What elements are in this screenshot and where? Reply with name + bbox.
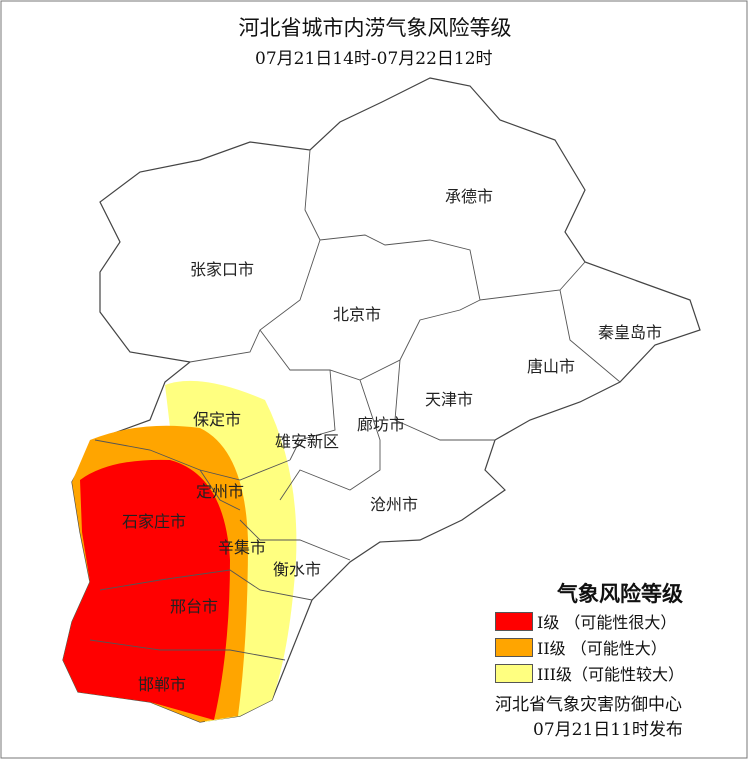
legend-item-level1: I级 （可能性很大）: [495, 608, 745, 634]
city-label-qinhuangdao: 秦皇岛市: [598, 323, 662, 342]
risk-zone-level1: [63, 459, 230, 720]
city-label-chengde: 承德市: [445, 187, 493, 206]
city-label-baoding: 保定市: [193, 410, 241, 429]
legend-label: II级 （可能性大）: [537, 639, 667, 658]
map-title: 河北省城市内涝气象风险等级: [238, 16, 512, 40]
city-label-hengshui: 衡水市: [273, 560, 321, 579]
city-label-shijiazhuang: 石家庄市: [122, 512, 186, 531]
legend-item-level2: II级 （可能性大）: [495, 634, 745, 660]
city-label-tangshan: 唐山市: [527, 357, 575, 376]
city-label-xinji: 辛集市: [218, 538, 266, 557]
city-borders: [89, 149, 621, 661]
legend-swatch: [495, 637, 533, 657]
city-label-tianjin: 天津市: [425, 390, 473, 409]
issue-time: 07月21日11时发布: [533, 720, 683, 740]
legend: 气象风险等级 I级 （可能性很大） II级 （可能性大） III级（可能性较大）…: [495, 578, 745, 740]
legend-label: III级（可能性较大）: [537, 665, 684, 684]
city-label-handan: 邯郸市: [138, 675, 186, 694]
legend-item-level3: III级（可能性较大）: [495, 660, 745, 686]
legend-swatch: [495, 611, 533, 631]
map-subtitle: 07月21日14时-07月22日12时: [255, 49, 493, 69]
city-label-langfang: 廊坊市: [357, 415, 405, 434]
city-label-beijing: 北京市: [333, 305, 381, 324]
legend-label: I级 （可能性很大）: [537, 613, 677, 632]
legend-swatch: [495, 663, 533, 683]
city-label-xingtai: 邢台市: [170, 597, 218, 616]
city-label-dingzhou: 定州市: [196, 482, 244, 501]
city-label-cangzhou: 沧州市: [370, 495, 418, 514]
legend-title: 气象风险等级: [557, 582, 683, 606]
city-label-zhangjiakou: 张家口市: [190, 260, 254, 279]
issuer: 河北省气象灾害防御中心: [495, 695, 682, 715]
city-label-xiongan: 雄安新区: [275, 432, 339, 451]
